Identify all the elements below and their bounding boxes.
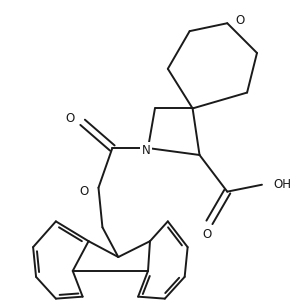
Text: O: O [203, 228, 212, 241]
Text: O: O [65, 112, 75, 125]
Text: O: O [79, 185, 89, 198]
Text: O: O [235, 14, 245, 27]
Text: OH: OH [274, 178, 292, 191]
Text: N: N [142, 144, 150, 156]
